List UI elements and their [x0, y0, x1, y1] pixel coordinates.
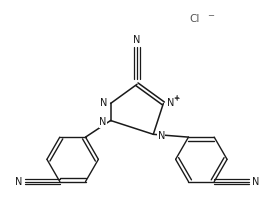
Text: N: N [100, 98, 107, 108]
Text: N: N [100, 98, 107, 108]
Text: Cl: Cl [189, 14, 200, 24]
Text: N: N [99, 118, 106, 128]
Text: N: N [158, 131, 165, 141]
Text: N: N [99, 118, 106, 128]
Text: N: N [167, 98, 174, 108]
Text: N: N [99, 118, 106, 128]
Text: N: N [252, 177, 259, 187]
Text: N: N [167, 98, 174, 108]
Text: N: N [158, 131, 165, 141]
Text: N: N [133, 35, 141, 45]
Text: N: N [158, 131, 165, 141]
Text: N: N [15, 177, 22, 187]
Text: +: + [173, 94, 180, 103]
Text: N: N [100, 98, 107, 108]
Text: −: − [207, 11, 214, 20]
Text: N: N [167, 98, 174, 108]
Text: +: + [173, 95, 179, 102]
